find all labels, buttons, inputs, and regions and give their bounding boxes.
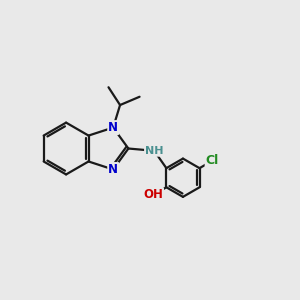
Text: N: N xyxy=(108,163,118,176)
Text: OH: OH xyxy=(143,188,163,201)
Text: Cl: Cl xyxy=(206,154,219,167)
Text: N: N xyxy=(108,121,118,134)
Text: NH: NH xyxy=(145,146,164,156)
